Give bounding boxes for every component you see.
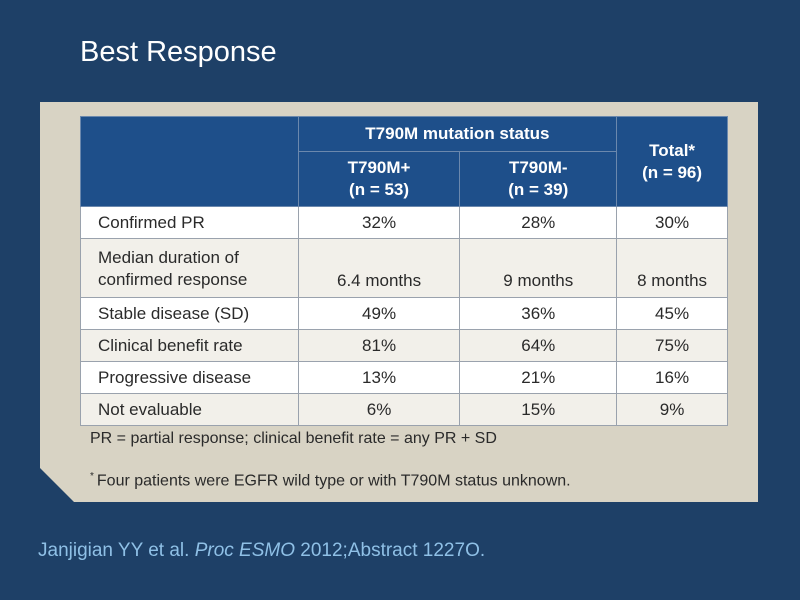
cell-value: 8 months [616, 238, 728, 298]
cell-value: 6.4 months [297, 238, 461, 298]
row-label: Clinical benefit rate [80, 329, 299, 362]
group-header: T790M mutation status [297, 116, 618, 152]
column-header-line2: (n = 96) [642, 162, 703, 182]
table-row: Stable disease (SD) 49% 36% 45% [80, 297, 728, 330]
table-row: Confirmed PR 32% 28% 30% [80, 206, 728, 239]
abbreviations-footnote: PR = partial response; clinical benefit … [90, 430, 497, 447]
cell-value: 64% [459, 329, 618, 362]
cell-value: 45% [616, 297, 728, 330]
footnote-text: Four patients were EGFR wild type or wit… [96, 472, 571, 490]
cell-value: 13% [297, 361, 461, 394]
table-row: Clinical benefit rate 81% 64% 75% [80, 329, 728, 362]
column-header-line1: Total* [649, 140, 696, 160]
citation-details: 2012;Abstract 1227O. [300, 540, 486, 561]
cell-value: 16% [616, 361, 728, 394]
cell-value: 15% [459, 393, 618, 426]
column-header-t790m-positive: T790M+ (n = 53) [297, 151, 461, 207]
citation-journal: Proc ESMO [194, 540, 295, 561]
row-label: Median duration of confirmed response [80, 238, 299, 298]
row-label-line1: Median duration of [98, 248, 239, 267]
column-header-line1: T790M- [508, 158, 568, 177]
cell-value: 6% [297, 393, 461, 426]
cell-value: 9% [616, 393, 728, 426]
citation-authors: Janjigian YY et al. [38, 540, 190, 561]
table-row: Progressive disease 13% 21% 16% [80, 361, 728, 394]
column-header-line1: T790M+ [347, 158, 411, 177]
citation: Janjigian YY et al. Proc ESMO 2012;Abstr… [38, 540, 485, 562]
column-header-line2: (n = 39) [508, 180, 569, 199]
row-label: Not evaluable [80, 393, 299, 426]
column-header-total: Total* (n = 96) [616, 116, 728, 207]
column-header-t790m-negative: T790M- (n = 39) [459, 151, 618, 207]
row-label-line2: confirmed response [98, 270, 248, 289]
asterisk-footnote: * Four patients were EGFR wild type or wi… [90, 471, 571, 490]
footnote-marker: * [90, 471, 94, 482]
row-label: Progressive disease [80, 361, 299, 394]
best-response-table: T790M mutation status Total* (n = 96) T7… [80, 116, 728, 426]
cell-value: 36% [459, 297, 618, 330]
cell-value: 30% [616, 206, 728, 239]
slide-title: Best Response [80, 36, 277, 68]
header-empty-cell [80, 116, 299, 207]
cell-value: 21% [459, 361, 618, 394]
cell-value: 81% [297, 329, 461, 362]
column-header-line2: (n = 53) [349, 180, 410, 199]
cell-value: 49% [297, 297, 461, 330]
cell-value: 28% [459, 206, 618, 239]
table-row: Median duration of confirmed response 6.… [80, 238, 728, 298]
table-row: Not evaluable 6% 15% 9% [80, 393, 728, 426]
row-label: Confirmed PR [80, 206, 299, 239]
cell-value: 9 months [459, 238, 618, 298]
cell-value: 75% [616, 329, 728, 362]
row-label: Stable disease (SD) [80, 297, 299, 330]
cell-value: 32% [297, 206, 461, 239]
